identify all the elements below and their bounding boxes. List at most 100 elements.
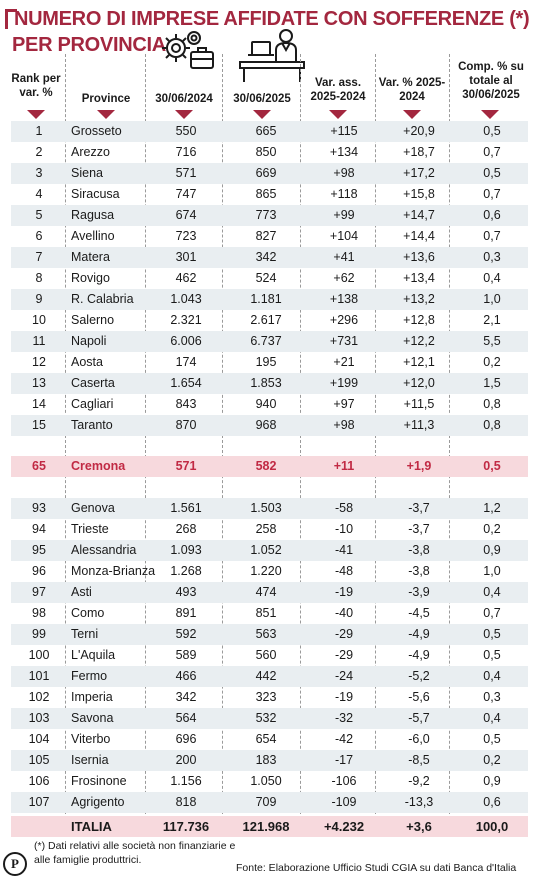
rank-cell: 13 (32, 376, 46, 390)
var-ass-cell: -41 (334, 543, 354, 557)
value-2025-cell: 1.181 (250, 292, 282, 306)
var-ass-cell: +134 (329, 145, 359, 159)
rank-cell: 14 (32, 397, 46, 411)
var-pct-cell: -8,5 (408, 753, 430, 767)
column-separator (65, 54, 67, 824)
comp-cell: 1,2 (483, 501, 501, 515)
province-cell: Agrigento (71, 795, 125, 809)
value-2024-cell: 674 (175, 208, 197, 222)
province-cell: Monza-Brianza (71, 564, 156, 578)
var-ass-cell: +99 (333, 208, 355, 222)
table-row: 11 Napoli 6.006 6.737 +731 +12,2 5,5 (11, 331, 528, 352)
var-pct-cell: -4,9 (408, 627, 430, 641)
value-2024-cell: 571 (175, 459, 197, 473)
province-cell: Taranto (71, 418, 113, 432)
rank-cell: 106 (28, 774, 50, 788)
province-cell: L'Aquila (71, 648, 116, 662)
value-2024-cell: 589 (175, 648, 197, 662)
rank-cell: 93 (32, 501, 46, 515)
value-2025-cell: 1.052 (250, 543, 282, 557)
var-pct-cell: +14,7 (403, 208, 435, 222)
table-row: 10 Salerno 2.321 2.617 +296 +12,8 2,1 (11, 310, 528, 331)
var-pct-cell: -5,7 (408, 711, 430, 725)
value-2025-cell: 669 (255, 166, 277, 180)
value-2025-cell: 563 (255, 627, 277, 641)
var-ass-cell: +115 (330, 124, 358, 138)
var-pct-cell: -5,2 (408, 669, 430, 683)
table-row: 96 Monza-Brianza 1.268 1.220 -48 -3,8 1,0 (11, 561, 528, 582)
var-pct-cell: +18,7 (403, 145, 435, 159)
column-separator (375, 54, 377, 824)
rank-cell: 103 (28, 711, 50, 725)
var-pct-cell: -3,9 (408, 585, 430, 599)
province-cell: Fermo (71, 669, 108, 683)
comp-cell: 0,5 (483, 124, 501, 138)
value-2024-cell: 174 (175, 355, 197, 369)
province-cell: Viterbo (71, 732, 111, 746)
comp-cell: 0,8 (483, 418, 501, 432)
value-2024-cell: 493 (175, 585, 197, 599)
table-row: 107 Agrigento 818 709 -109 -13,3 0,6 (11, 792, 528, 813)
comp-cell: 0,6 (483, 795, 501, 809)
value-2025-cell: 2.617 (250, 313, 282, 327)
var-ass-cell: -32 (334, 711, 354, 725)
table-row: 101 Fermo 466 442 -24 -5,2 0,4 (11, 666, 528, 687)
var-ass-cell: -106 (331, 774, 357, 788)
rank-cell: 104 (28, 732, 50, 746)
comp-cell: 0,4 (483, 711, 501, 725)
province-cell: Siena (71, 166, 103, 180)
header-arrow (97, 110, 115, 119)
var-ass-cell: -19 (334, 585, 354, 599)
province-cell: Caserta (71, 376, 115, 390)
var-pct-cell: +12,8 (403, 313, 435, 327)
var-ass-cell: +104 (329, 229, 359, 243)
province-cell: Savona (71, 711, 114, 725)
table-row: 93 Genova 1.561 1.503 -58 -3,7 1,2 (11, 498, 528, 519)
table-row: 5 Ragusa 674 773 +99 +14,7 0,6 (11, 205, 528, 226)
province-cell: Como (71, 606, 105, 620)
table-row: 8 Rovigo 462 524 +62 +13,4 0,4 (11, 268, 528, 289)
rank-cell: 6 (35, 229, 43, 243)
value-2024-cell: 342 (175, 690, 197, 704)
footnote: (*) Dati relativi alle società non finan… (34, 840, 236, 866)
table-row: 99 Terni 592 563 -29 -4,9 0,5 (11, 624, 528, 645)
table-row: ITALIA 117.736 121.968 +4.232 +3,6 100,0 (11, 816, 528, 837)
var-pct-cell: -5,6 (408, 690, 430, 704)
value-2024-cell: 716 (175, 145, 197, 159)
p-logo-icon: P (3, 852, 27, 876)
value-2025-cell: 121.968 (242, 819, 290, 834)
value-2025-cell: 342 (255, 250, 277, 264)
comp-cell: 0,3 (483, 250, 501, 264)
header-arrow (27, 110, 45, 119)
rank-cell: 105 (28, 753, 50, 767)
var-pct-cell: +13,2 (403, 292, 435, 306)
var-ass-cell: +21 (333, 355, 355, 369)
value-2025-cell: 1.220 (250, 564, 282, 578)
value-2024-cell: 117.736 (162, 819, 210, 834)
var-ass-cell: -42 (334, 732, 354, 746)
chart-title: NUMERO DI IMPRESE AFFIDATE CON SOFFERENZ… (14, 8, 530, 30)
table-row: 7 Matera 301 342 +41 +13,6 0,3 (11, 247, 528, 268)
header-2025: 30/06/2025 (233, 93, 291, 105)
table-row: 3 Siena 571 669 +98 +17,2 0,5 (11, 163, 528, 184)
comp-cell: 0,7 (483, 606, 501, 620)
value-2024-cell: 2.321 (170, 313, 202, 327)
header-arrow (481, 110, 499, 119)
var-ass-cell: -24 (334, 669, 354, 683)
var-pct-cell: -9,2 (408, 774, 430, 788)
var-ass-cell: -17 (334, 753, 354, 767)
table-row: 100 L'Aquila 589 560 -29 -4,9 0,5 (11, 645, 528, 666)
value-2024-cell: 1.093 (170, 543, 202, 557)
var-pct-cell: +3,6 (406, 819, 432, 834)
comp-cell: 100,0 (475, 819, 509, 834)
rank-cell: 7 (35, 250, 43, 264)
value-2025-cell: 195 (255, 355, 277, 369)
var-pct-cell: +13,6 (403, 250, 435, 264)
value-2025-cell: 1.050 (250, 774, 282, 788)
value-2025-cell: 865 (255, 187, 277, 201)
province-cell: R. Calabria (71, 292, 134, 306)
comp-cell: 0,3 (483, 690, 501, 704)
var-ass-cell: -19 (334, 690, 354, 704)
value-2025-cell: 773 (255, 208, 277, 222)
table-row: 97 Asti 493 474 -19 -3,9 0,4 (11, 582, 528, 603)
